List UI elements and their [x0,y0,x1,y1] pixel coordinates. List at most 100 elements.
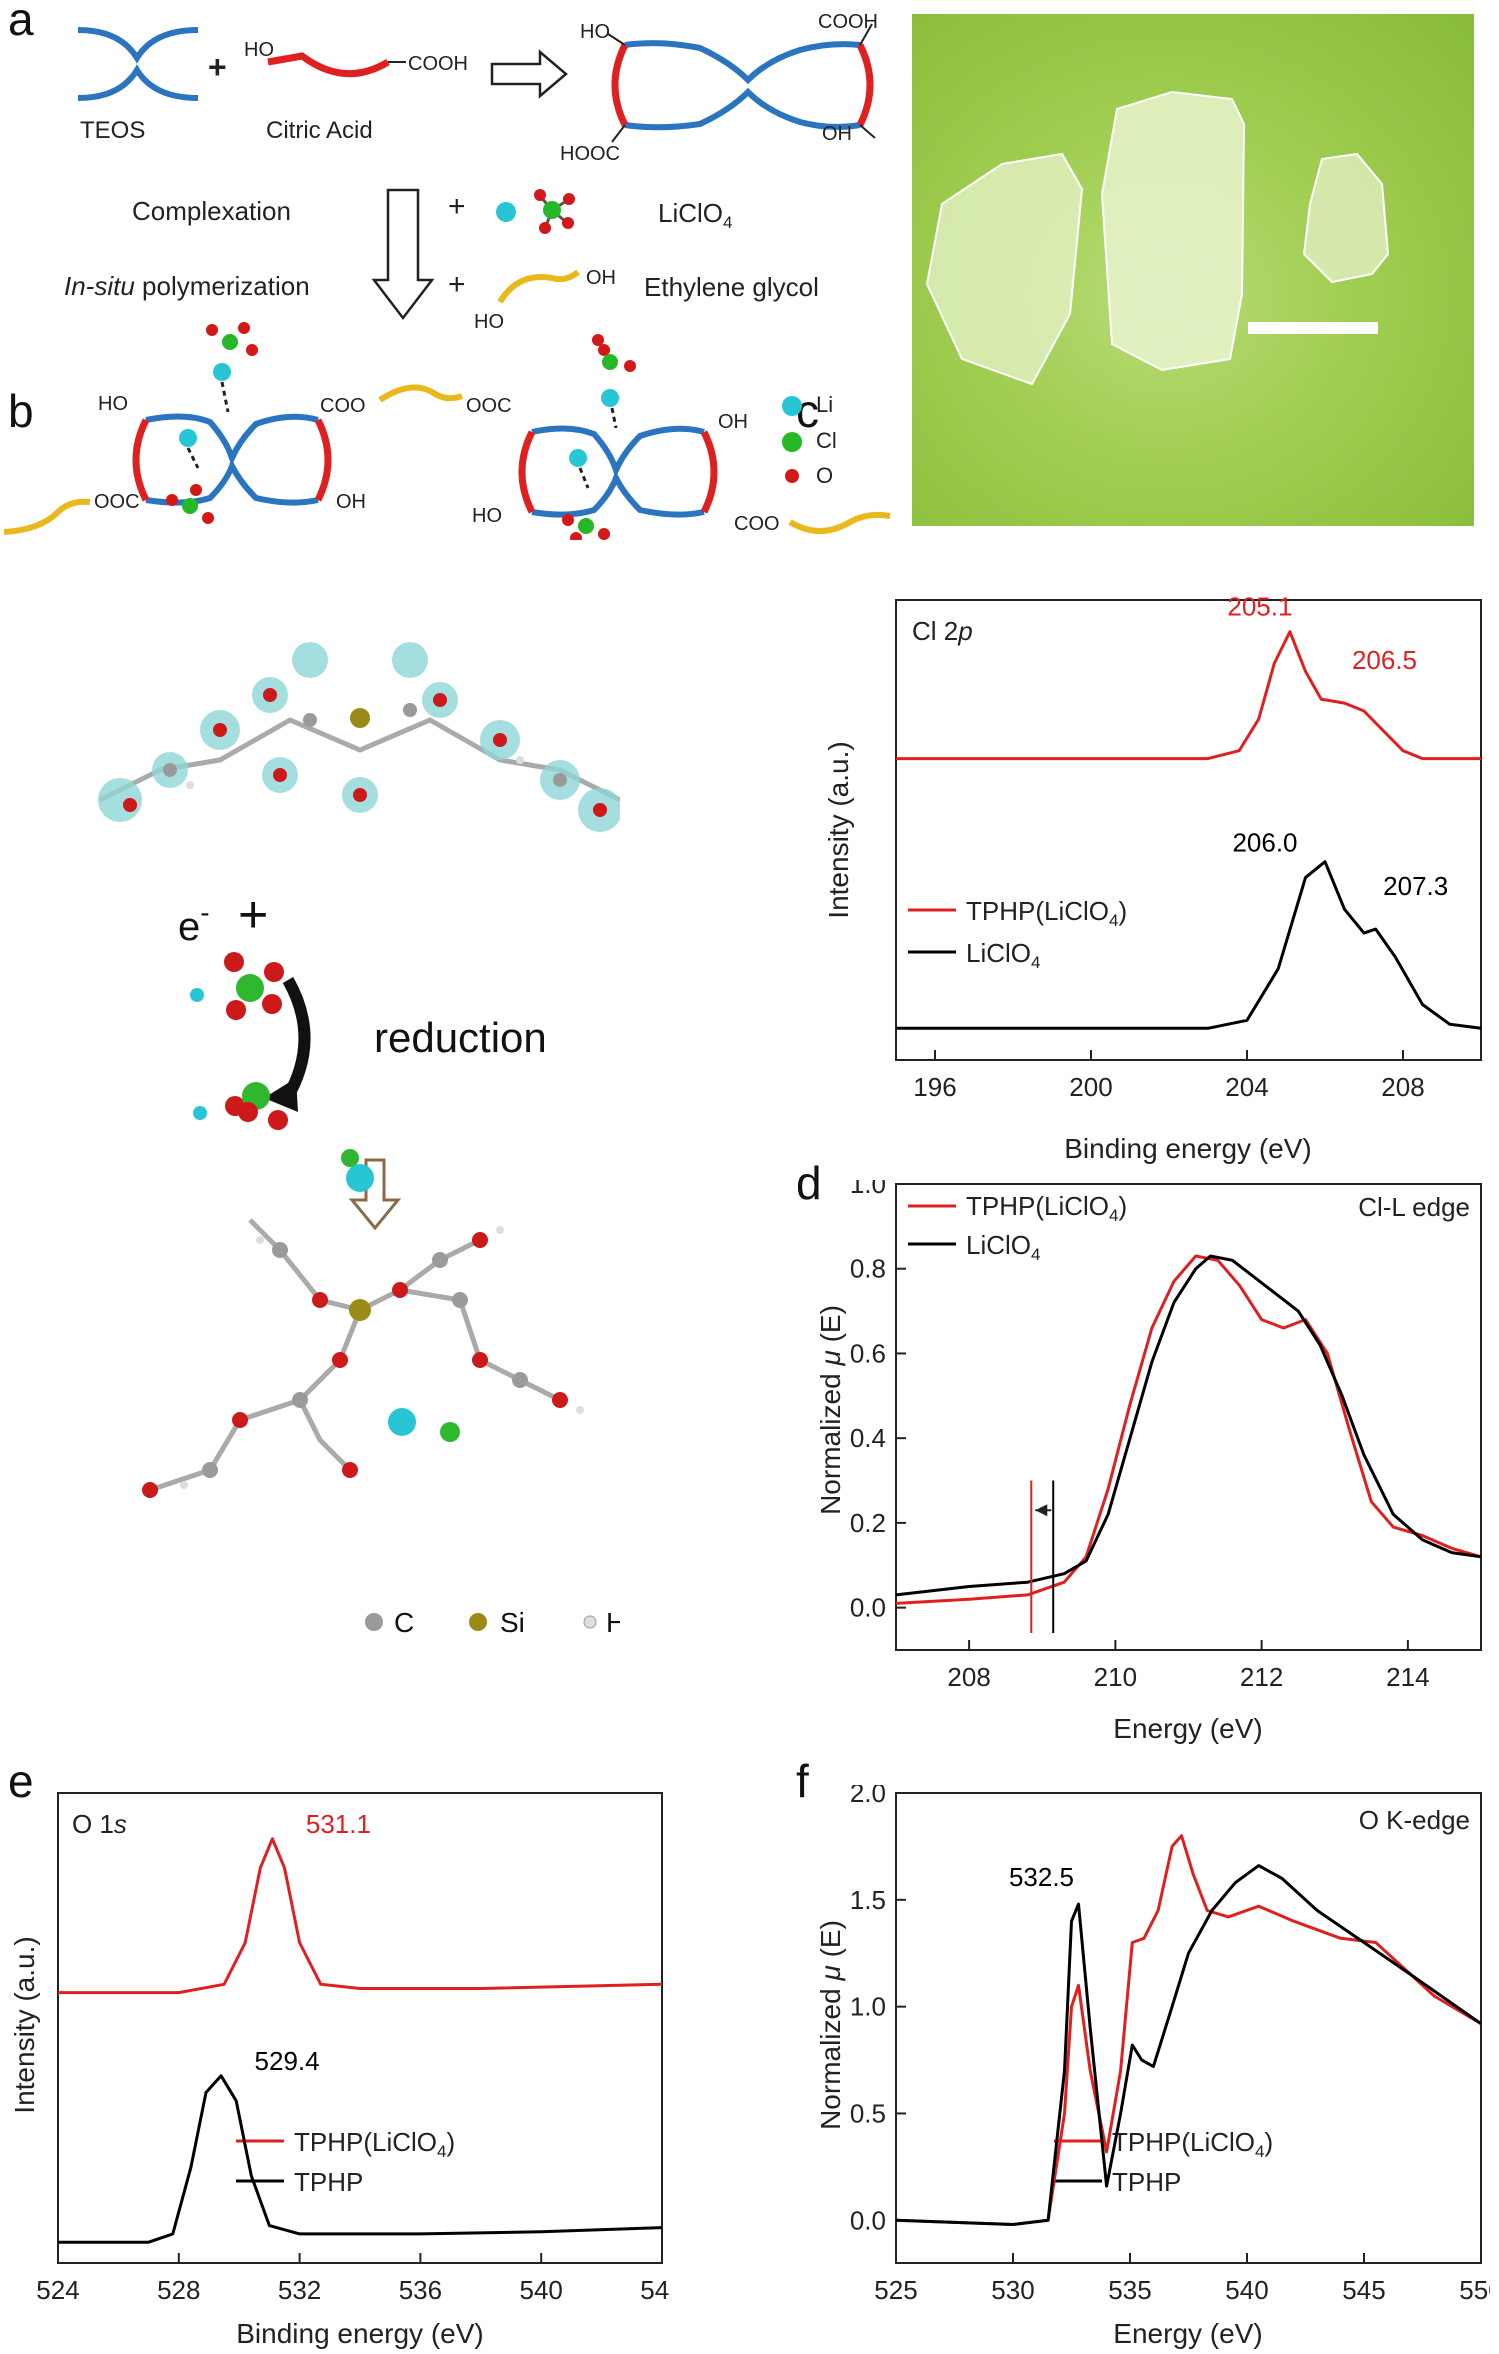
plot-frame [895,1792,1482,2264]
x-tick-label: 204 [1225,1072,1268,1102]
x-tick-label: 544 [640,2275,670,2305]
x-tick-label: 545 [1342,2275,1385,2305]
synthesis-scheme: TEOS + HO COOH Citric Acid HO COOH HOOC … [3,11,891,540]
ooc-group: OOC [466,395,512,417]
peak-label: 206.5 [1352,645,1417,675]
legend-entry-tphp-liclo4: TPHP(LiClO4) [294,2127,455,2161]
x-tick-label: 525 [874,2275,917,2305]
plus-2: + [448,190,466,223]
ethylene-glycol-label: Ethylene glycol [644,272,819,302]
x-tick-label: 540 [520,2275,563,2305]
x-tick-label: 532 [278,2275,321,2305]
chart-f-ylabel: Normalized μ (E) [815,1920,846,2130]
series-line-1 [896,860,1482,1030]
chart-d-title: Cl-L edge [1358,1192,1470,1222]
legend-entry-tphp: TPHP(LiClO4) [966,896,1127,930]
peak-label: 207.3 [1383,871,1448,901]
series-line-0 [58,1837,663,1995]
atom-legend [782,396,802,483]
panel-label-c: c [796,385,819,437]
panel-label-e: e [8,1755,34,1807]
glass-pieces [925,90,1390,386]
y-tick-label: 0.6 [850,1338,886,1368]
x-tick-label: 212 [1240,1662,1283,1692]
chart-c: Cl 2p Binding energy (eV) Intensity (a.u… [823,592,1482,1164]
legend: TPHP(LiClO4) LiClO4 [908,1191,1127,1264]
coo-group: COO [320,395,366,417]
x-tick-label: 540 [1225,2275,1268,2305]
legend-h: H [606,1607,620,1638]
chart-f-title: O K-edge [1359,1805,1470,1835]
electron-label: e- [178,897,210,949]
orbital-model [98,642,620,832]
y-tick-label: 0.0 [850,1593,886,1623]
teos-label: TEOS [80,117,145,144]
cooh-group: COOH [818,11,878,33]
peak-label: 206.0 [1232,828,1297,858]
peak-label: 205.1 [1227,592,1292,622]
oh-group: OH [336,491,366,513]
legend: TPHP(LiClO4) LiClO4 [908,896,1127,972]
legend: TPHP(LiClO4) TPHP [236,2127,455,2197]
reduction-arrowhead [264,1078,298,1112]
legend-entry-liclo4: LiClO4 [966,938,1040,972]
chart-d-ylabel: Normalized μ (E) [815,1305,846,1515]
plus-3: + [448,268,466,301]
legend-entry-liclo4: LiClO4 [966,1230,1040,1264]
hooc-group: HOOC [560,143,620,165]
ho-group: HO [472,505,502,527]
ho-group: HO [580,21,610,43]
panel-label-b: b [8,385,34,437]
shift-arrowhead [1035,1504,1048,1517]
legend-o: O [816,463,833,488]
liclo4-icon [496,189,575,234]
peak-label: 531.1 [306,1809,371,1839]
legend-entry-tphp-liclo4: TPHP(LiClO4) [1112,2127,1273,2161]
reduction-label: reduction [374,1014,547,1061]
x-tick-label: 214 [1386,1662,1429,1692]
y-tick-label: 0.0 [850,2205,886,2235]
reaction-arrow-right [490,49,568,99]
perchlorate-ion [190,952,284,1020]
legend-entry-tphp: TPHP [1112,2167,1181,2197]
reaction-arrow-down [371,188,435,321]
legend-entry-tphp: TPHP(LiClO4) [966,1191,1127,1225]
in-situ-polymerization-label: In-situ polymerization [64,271,310,301]
chart-e-title: O 1s [72,1809,127,1839]
legend: TPHP(LiClO4) TPHP [1054,2127,1273,2197]
legend-li: Li [816,392,833,417]
scale-bar [1248,322,1378,334]
peak-label: 529.4 [255,2046,320,2076]
y-tick-label: 1.0 [850,1992,886,2022]
oh-group: OH [718,411,748,433]
plot-frame [895,1183,1482,1651]
chart-d-xlabel: Energy (eV) [1113,1713,1262,1744]
x-tick-label: 208 [1381,1072,1424,1102]
y-tick-label: 2.0 [850,1785,886,1808]
panel-label-a: a [8,0,34,45]
x-tick-label: 200 [1069,1072,1112,1102]
chart-e-xlabel: Binding energy (eV) [236,2318,483,2349]
peak-label: 532.5 [1009,1862,1074,1892]
chart-c-xlabel: Binding energy (eV) [1064,1133,1311,1164]
x-tick-label: 196 [913,1072,956,1102]
plot-frame [895,599,1482,1061]
citric-acid-label: Citric Acid [266,117,373,144]
y-tick-label: 0.8 [850,1254,886,1284]
plot-frame [57,1792,663,2264]
molecular-model-panel: e- + reduction C Si H [98,642,620,1638]
complexation-label: Complexation [132,196,291,226]
x-tick-label: 524 [36,2275,79,2305]
x-tick-label: 530 [991,2275,1034,2305]
legend-cl: Cl [816,428,837,453]
y-tick-label: 1.5 [850,1885,886,1915]
legend-si: Si [500,1607,525,1638]
chart-f-xlabel: Energy (eV) [1113,2318,1262,2349]
citric-acid-chain [267,52,390,78]
x-tick-label: 210 [1094,1662,1137,1692]
oh-group: OH [586,267,616,289]
polymer-network [3,322,891,540]
plus-1: + [208,49,227,85]
panel-label-f: f [796,1755,809,1807]
x-tick-label: 550 [1459,2275,1490,2305]
